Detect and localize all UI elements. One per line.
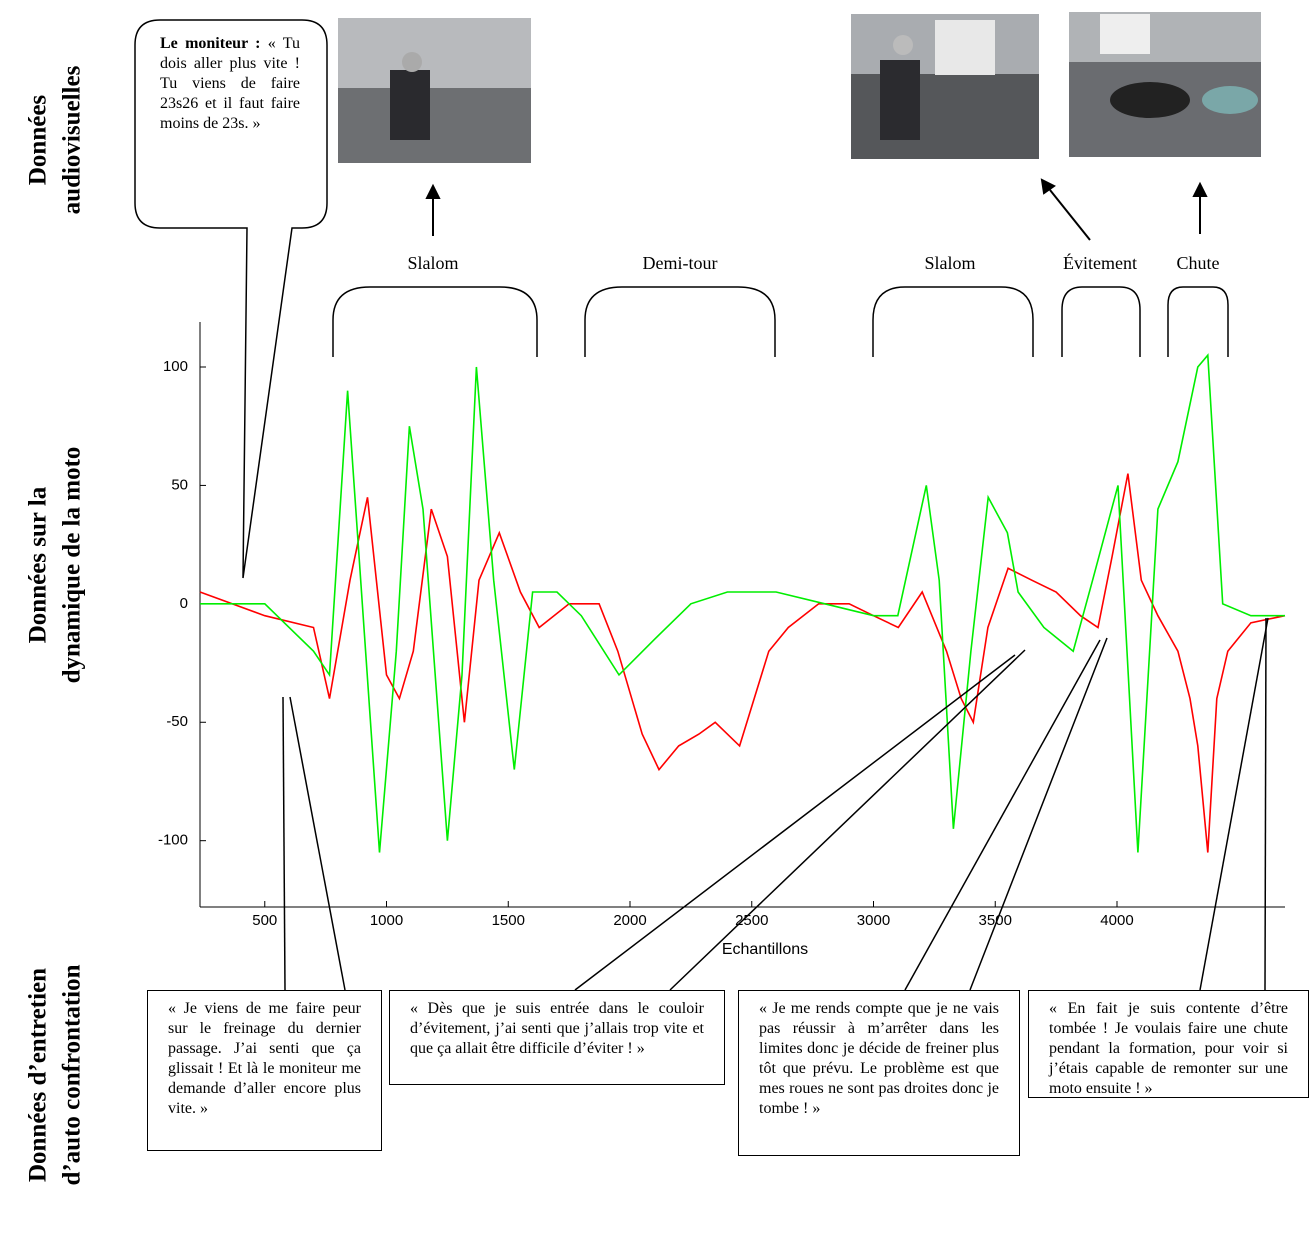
x-axis-label: Echantillons (722, 941, 808, 958)
row-label: d’auto confrontation (59, 964, 86, 1185)
photo (338, 18, 531, 163)
quote-box: « Je viens de me faire peur sur le frein… (147, 990, 382, 1151)
row-label: Données (25, 95, 52, 186)
x-tick-label: 1500 (492, 912, 525, 929)
photo (1069, 12, 1261, 157)
series-line (199, 473, 1286, 853)
y-tick-label: -50 (166, 713, 188, 730)
quote-box: « En fait je suis contente d’être tombée… (1028, 990, 1309, 1098)
plot: -100 -50 0 50 100 500 1000 1500 2000 2500 3000 3500… (158, 252, 1286, 958)
y-tick-label: 50 (171, 476, 188, 493)
speech-bubble (134, 19, 328, 579)
y-tick-label: 0 (180, 595, 188, 612)
segment-label: Slalom (924, 253, 975, 273)
speaker: Le moniteur : (160, 35, 261, 52)
row-label: Données sur la (25, 486, 52, 643)
callout-lines (282, 617, 1269, 991)
bubble-text: Le moniteur : « Tu dois aller plus vite … (160, 34, 300, 134)
x-tick-label: 500 (252, 912, 277, 929)
x-tick-label: 2500 (735, 912, 768, 929)
quote: « Tu dois aller plus vite ! Tu viens de … (160, 35, 301, 132)
photo (851, 14, 1039, 159)
row-label: audiovisuelles (59, 65, 86, 214)
quote-box: « Je me rends compte que je ne vais pas … (738, 990, 1020, 1156)
x-tick-label: 1000 (370, 912, 403, 929)
segment-label: Évitement (1063, 252, 1137, 273)
segment-label: Demi-tour (643, 253, 718, 273)
y-tick-label: -100 (158, 832, 188, 849)
segment-label: Slalom (407, 253, 458, 273)
series-line (200, 353, 1285, 853)
row-label: Données d’entretien (25, 968, 52, 1182)
x-tick-label: 3000 (857, 912, 890, 929)
row-label: dynamique de la moto (59, 447, 86, 684)
x-tick-label: 4000 (1100, 912, 1133, 929)
quote-box: « Dès que je suis entrée dans le couloir… (389, 990, 725, 1085)
segment-label: Chute (1177, 253, 1220, 273)
y-tick-label: 100 (163, 358, 188, 375)
x-tick-label: 2000 (613, 912, 646, 929)
brackets (332, 286, 1229, 357)
arrows (425, 178, 1208, 241)
x-tick-label: 3500 (979, 912, 1012, 929)
